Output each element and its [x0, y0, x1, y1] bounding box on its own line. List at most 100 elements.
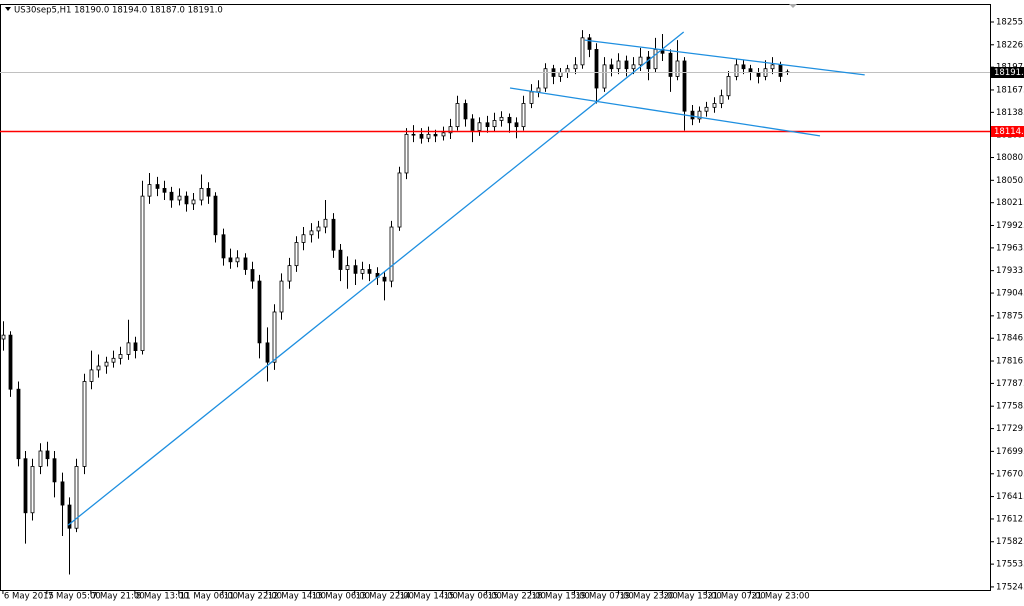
candle-body	[609, 64, 614, 70]
candle-body	[726, 76, 731, 97]
y-tick-label: 17963.0	[996, 243, 1024, 253]
y-tick-label: 18138.5	[996, 108, 1024, 118]
y-tick-label: 17524.0	[996, 582, 1024, 592]
candle-body	[741, 64, 746, 70]
price-tag	[991, 67, 1024, 78]
candle-body	[448, 126, 453, 134]
candle-body	[382, 276, 387, 282]
plot-frame	[0, 4, 991, 591]
candle-body	[104, 361, 109, 367]
candle-body	[543, 68, 548, 89]
candle-body	[514, 122, 519, 128]
candle-body	[316, 226, 321, 232]
candle-body	[624, 60, 629, 70]
chart-title: US30sep5,H1 18190.0 18194.0 18187.0 1819…	[14, 6, 223, 16]
candle-body	[221, 234, 226, 259]
x-tick-label: 21 May 23:00	[751, 592, 809, 602]
candle-body	[397, 172, 402, 228]
candle-body	[184, 195, 189, 205]
y-tick-label: 18050.5	[996, 176, 1024, 186]
price-tag-label: 18114.5	[994, 127, 1024, 137]
candle-body	[690, 110, 695, 120]
candle-body	[367, 269, 372, 274]
x-tick-label: 13 May 06:00	[312, 592, 370, 602]
candle-body	[331, 218, 336, 251]
candle-body	[558, 72, 563, 77]
y-tick-label: 18167.5	[996, 85, 1024, 95]
candle-body	[213, 195, 218, 236]
candle-body	[191, 199, 196, 205]
candle-body	[126, 342, 131, 355]
candle-body	[96, 365, 101, 371]
candle-body	[734, 64, 739, 77]
candle-body	[265, 342, 270, 363]
x-tick-label: 18 May 15:00	[532, 592, 590, 602]
candle-body	[594, 49, 599, 89]
y-tick-label: 17553.5	[996, 560, 1024, 570]
trendline	[509, 87, 821, 137]
price-tag	[991, 126, 1024, 137]
candle-body	[419, 133, 424, 139]
y-tick-label: 17992.0	[996, 221, 1024, 231]
candle-body	[529, 91, 534, 104]
candle-body	[257, 280, 262, 344]
candle-body	[389, 226, 394, 282]
candle-body	[455, 103, 460, 128]
candle-body	[441, 132, 446, 137]
candle-body	[426, 133, 431, 139]
candle-body	[580, 37, 585, 66]
candle-body	[770, 64, 775, 70]
x-tick-label: 13 May 22:00	[356, 592, 414, 602]
x-tick-label: 19 May 23:00	[619, 592, 677, 602]
y-tick-label: 17816.5	[996, 357, 1024, 367]
candle-body	[118, 354, 123, 359]
menu-triangle	[5, 7, 11, 11]
candle-body	[133, 342, 138, 351]
y-tick-label: 17612.0	[996, 514, 1024, 524]
candle-body	[147, 184, 152, 197]
candle-body	[301, 234, 306, 243]
y-tick-label: 17641.0	[996, 492, 1024, 502]
candle-body	[338, 249, 343, 270]
x-tick-label: 7 May 05:00	[48, 592, 101, 602]
candle-body	[60, 481, 65, 506]
y-tick-label: 17699.5	[996, 447, 1024, 457]
candle-body	[16, 388, 21, 460]
candle-body	[712, 103, 717, 108]
candle-body	[82, 381, 87, 467]
candle-body	[616, 60, 621, 70]
candle-body	[309, 230, 314, 236]
candle-body	[206, 188, 211, 197]
y-tick-label: 18080.0	[996, 153, 1024, 163]
candle-body	[638, 56, 643, 66]
candle-body	[536, 87, 541, 93]
y-tick-label: 18021.5	[996, 198, 1024, 208]
candle-body	[433, 133, 438, 137]
candle-body	[250, 269, 255, 282]
candle-body	[521, 103, 526, 128]
x-tick-label: 15 May 06:00	[444, 592, 502, 602]
candle-body	[111, 357, 116, 363]
candle-body	[719, 95, 724, 104]
candle-body	[587, 37, 592, 50]
y-tick-label: 18255.5	[996, 17, 1024, 27]
candle-body	[507, 116, 512, 124]
y-tick-label: 17904.5	[996, 289, 1024, 299]
candle-body	[162, 188, 167, 193]
x-tick-label: 6 May 2015	[4, 592, 54, 602]
trendline	[584, 39, 865, 76]
candle-body	[492, 120, 497, 128]
candle-body	[67, 504, 72, 529]
candle-body	[704, 106, 709, 112]
candle-body	[1, 334, 6, 340]
candle-body	[499, 116, 504, 121]
x-tick-label: 19 May 07:00	[576, 592, 634, 602]
candle-body	[646, 56, 651, 70]
candle-body	[199, 188, 204, 201]
trendline	[67, 31, 685, 526]
candle-body	[169, 191, 174, 201]
y-tick-label: 17875.0	[996, 311, 1024, 321]
candle-body	[323, 218, 328, 228]
candle-body	[345, 265, 350, 270]
